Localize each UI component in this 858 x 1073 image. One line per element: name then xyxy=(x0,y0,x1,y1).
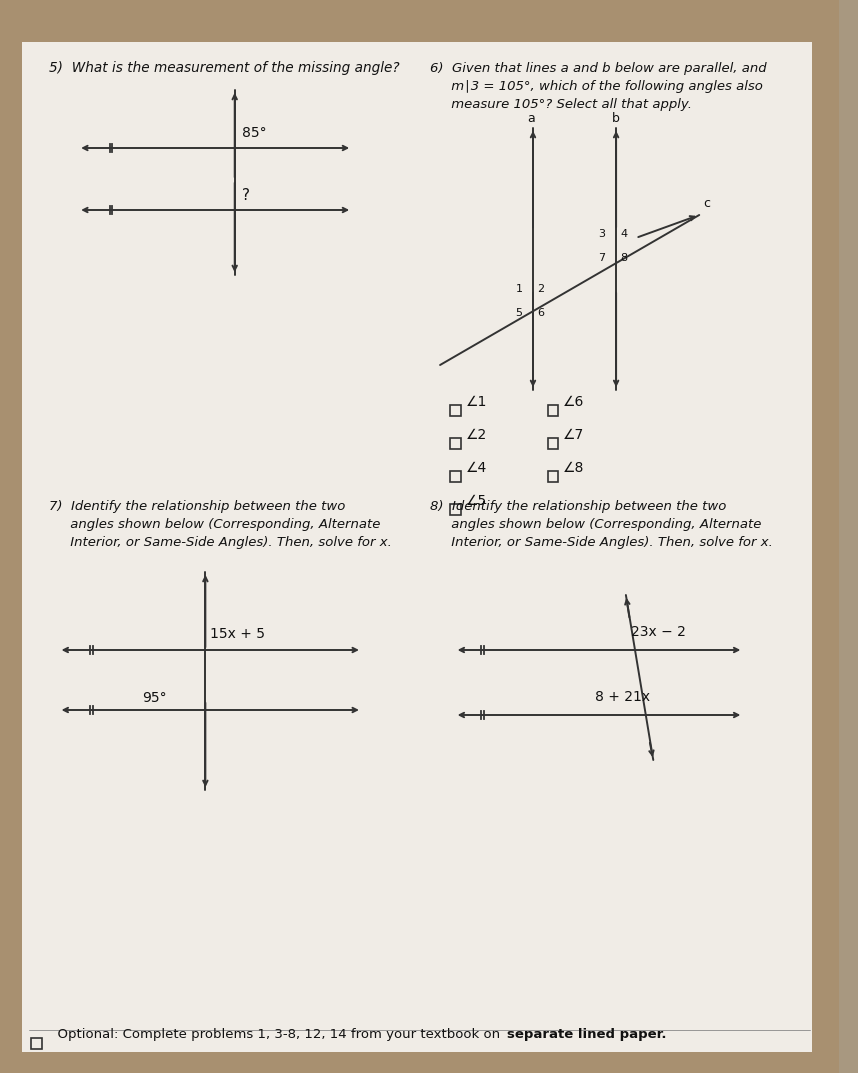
Text: 5)  What is the measurement of the missing angle?: 5) What is the measurement of the missin… xyxy=(49,61,400,75)
Text: a: a xyxy=(527,112,535,124)
Text: 5: 5 xyxy=(516,308,523,318)
Text: measure 105°? Select all that apply.: measure 105°? Select all that apply. xyxy=(431,98,692,111)
Text: 8: 8 xyxy=(620,253,627,263)
Text: b: b xyxy=(613,112,620,124)
Text: ?: ? xyxy=(242,188,250,203)
Text: 8)  Identify the relationship between the two: 8) Identify the relationship between the… xyxy=(431,500,727,513)
Text: ∠6: ∠6 xyxy=(564,395,584,409)
Text: 4: 4 xyxy=(620,229,627,239)
Text: 7: 7 xyxy=(599,253,606,263)
Text: angles shown below (Corresponding, Alternate: angles shown below (Corresponding, Alter… xyxy=(431,518,762,531)
Text: 23x − 2: 23x − 2 xyxy=(631,624,686,640)
Text: 3: 3 xyxy=(599,229,606,239)
Text: ∠8: ∠8 xyxy=(564,461,584,475)
Text: Interior, or Same-Side Angles). Then, solve for x.: Interior, or Same-Side Angles). Then, so… xyxy=(431,536,773,549)
Text: angles shown below (Corresponding, Alternate: angles shown below (Corresponding, Alter… xyxy=(49,518,380,531)
Text: m∣3 = 105°, which of the following angles also: m∣3 = 105°, which of the following angle… xyxy=(431,80,763,93)
Text: ∠7: ∠7 xyxy=(564,428,584,442)
Bar xyxy=(547,405,559,416)
Text: 2: 2 xyxy=(537,284,544,294)
Bar xyxy=(450,438,461,449)
Bar xyxy=(450,504,461,515)
Text: 95°: 95° xyxy=(142,691,166,705)
Text: Interior, or Same-Side Angles). Then, solve for x.: Interior, or Same-Side Angles). Then, so… xyxy=(49,536,392,549)
Bar xyxy=(547,471,559,482)
Text: separate lined paper.: separate lined paper. xyxy=(506,1028,666,1041)
Text: ∠2: ∠2 xyxy=(466,428,486,442)
Text: 6: 6 xyxy=(537,308,544,318)
Bar xyxy=(31,1038,42,1049)
Text: 8 + 21x: 8 + 21x xyxy=(595,690,650,704)
Bar xyxy=(450,471,461,482)
Text: Optional: Complete problems 1, 3-8, 12, 14 from your textbook on: Optional: Complete problems 1, 3-8, 12, … xyxy=(49,1028,505,1041)
Bar xyxy=(547,438,559,449)
Text: ∠1: ∠1 xyxy=(466,395,486,409)
Bar xyxy=(450,405,461,416)
Text: ∠5: ∠5 xyxy=(466,494,486,508)
Text: 15x + 5: 15x + 5 xyxy=(210,627,265,641)
Text: c: c xyxy=(704,197,710,210)
Text: ∠4: ∠4 xyxy=(466,461,486,475)
Text: 6)  Given that lines a and b below are parallel, and: 6) Given that lines a and b below are pa… xyxy=(431,62,767,75)
Text: 1: 1 xyxy=(516,284,523,294)
Text: 7)  Identify the relationship between the two: 7) Identify the relationship between the… xyxy=(49,500,345,513)
Text: 85°: 85° xyxy=(242,126,266,139)
